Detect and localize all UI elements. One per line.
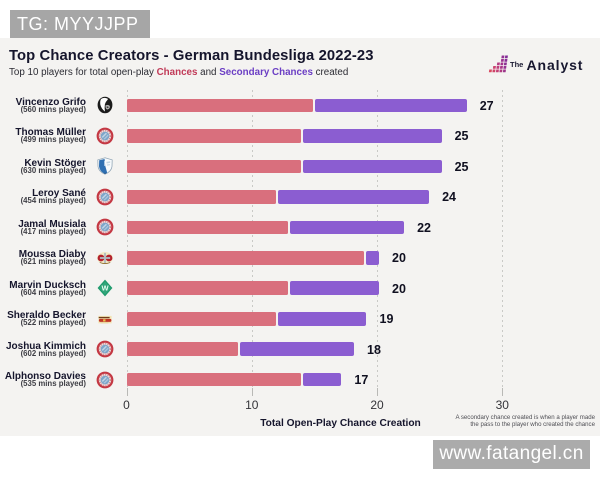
- svg-text:Analyst: Analyst: [527, 57, 584, 73]
- svg-text:The: The: [510, 60, 523, 69]
- svg-text:W: W: [101, 284, 109, 293]
